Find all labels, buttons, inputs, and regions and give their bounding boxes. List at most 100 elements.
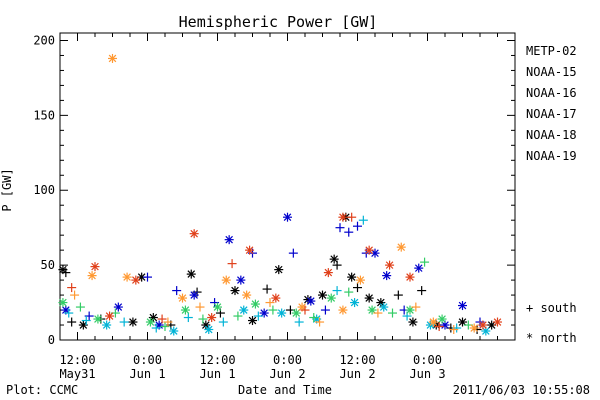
- point-noaa-19: [67, 283, 77, 293]
- x-tick-label: 12:00: [339, 353, 375, 367]
- point-noaa-19: [105, 311, 115, 321]
- point-noaa-15: [370, 248, 380, 258]
- point-noaa-19: [364, 245, 374, 255]
- point-noaa-15: [288, 248, 298, 258]
- chart-title: Hemispheric Power [GW]: [179, 13, 378, 31]
- point-noaa-15: [143, 272, 152, 282]
- point-noaa-19: [385, 260, 395, 270]
- point-noaa-19: [189, 229, 199, 239]
- point-noaa-16: [151, 323, 161, 333]
- point-noaa-18: [163, 317, 173, 327]
- point-metp-02: [201, 320, 211, 330]
- point-noaa-15: [259, 308, 269, 318]
- point-noaa-19: [227, 259, 237, 269]
- point-noaa-15: [320, 305, 330, 315]
- point-noaa-18: [70, 290, 80, 300]
- point-noaa-16: [332, 286, 342, 296]
- legend-item-noaa-15: NOAA-15: [526, 65, 577, 79]
- point-noaa-17: [268, 305, 278, 315]
- point-noaa-16: [358, 215, 368, 225]
- point-noaa-19: [493, 317, 502, 327]
- point-metp-02: [128, 317, 138, 327]
- legend-item-noaa-18: NOAA-18: [526, 128, 577, 142]
- point-noaa-19: [338, 212, 348, 222]
- x-tick-date-label: Jun 3: [409, 367, 445, 381]
- x-tick-label: 0:00: [413, 353, 442, 367]
- point-noaa-19: [478, 320, 488, 330]
- point-noaa-17: [145, 317, 155, 327]
- point-noaa-18: [396, 242, 406, 252]
- point-noaa-17: [213, 302, 222, 312]
- point-noaa-19: [245, 245, 255, 255]
- point-noaa-16: [169, 326, 179, 336]
- point-noaa-16: [81, 316, 91, 326]
- point-noaa-17: [344, 287, 354, 297]
- x-tick-label: 12:00: [199, 353, 235, 367]
- point-metp-02: [78, 320, 88, 330]
- point-noaa-19: [157, 314, 167, 324]
- point-metp-02: [408, 317, 418, 327]
- x-tick-date-label: Jun 2: [269, 367, 305, 381]
- point-metp-02: [329, 254, 339, 264]
- point-noaa-18: [428, 317, 438, 327]
- footer-plot-credit: Plot: CCMC: [6, 383, 78, 397]
- x-tick-date-label: Jun 1: [129, 367, 165, 381]
- x-tick-label: 0:00: [133, 353, 162, 367]
- point-metp-02: [67, 317, 77, 327]
- point-noaa-18: [195, 302, 205, 312]
- point-noaa-15: [382, 271, 392, 281]
- point-noaa-16: [218, 317, 228, 327]
- y-tick-label: 100: [33, 183, 55, 197]
- point-noaa-15: [189, 290, 199, 300]
- point-noaa-17: [180, 305, 190, 315]
- point-noaa-19: [300, 305, 310, 315]
- point-noaa-18: [242, 290, 252, 300]
- point-noaa-16: [294, 317, 304, 327]
- point-noaa-15: [306, 296, 316, 306]
- point-noaa-17: [326, 293, 336, 303]
- point-noaa-17: [309, 313, 319, 323]
- plot-frame: [59, 32, 516, 341]
- point-noaa-15: [344, 227, 354, 237]
- point-metp-02: [248, 316, 257, 326]
- point-noaa-18: [411, 302, 421, 312]
- point-noaa-15: [353, 221, 362, 231]
- legend: METP-02 NOAA-15 NOAA-16 NOAA-17 NOAA-18 NOAA-…: [526, 44, 577, 345]
- point-noaa-15: [172, 286, 182, 296]
- point-noaa-18: [373, 308, 383, 318]
- legend-item-noaa-16: NOAA-16: [526, 86, 577, 100]
- point-metp-02: [393, 290, 403, 300]
- point-noaa-16: [350, 298, 360, 308]
- point-noaa-17: [420, 257, 430, 267]
- point-metp-02: [458, 317, 467, 327]
- point-noaa-15: [224, 235, 234, 245]
- point-noaa-19: [207, 313, 217, 323]
- y-tick-label: 0: [48, 333, 55, 347]
- point-metp-02: [274, 265, 284, 275]
- point-noaa-17: [405, 305, 415, 315]
- point-noaa-17: [58, 298, 68, 308]
- point-noaa-18: [315, 317, 325, 327]
- point-metp-02: [417, 286, 427, 296]
- point-metp-02: [186, 269, 196, 279]
- point-noaa-17: [75, 302, 85, 312]
- point-noaa-19: [323, 268, 333, 278]
- point-noaa-16: [277, 308, 287, 318]
- point-noaa-19: [271, 293, 281, 303]
- legend-item-noaa-17: NOAA-17: [526, 107, 577, 121]
- point-metp-02: [318, 290, 327, 300]
- y-axis-label: P [GW]: [0, 168, 14, 211]
- x-tick-date-label: Jun 1: [199, 367, 235, 381]
- point-noaa-17: [198, 314, 208, 324]
- point-noaa-16: [253, 311, 263, 321]
- point-noaa-17: [437, 314, 447, 324]
- legend-item-noaa-19: NOAA-19: [526, 149, 577, 163]
- point-noaa-16: [183, 313, 193, 323]
- point-noaa-18: [338, 305, 348, 315]
- x-tick-date-label: Jun 2: [339, 367, 375, 381]
- point-noaa-15: [236, 275, 246, 285]
- point-noaa-15: [335, 223, 345, 233]
- point-noaa-18: [108, 53, 117, 63]
